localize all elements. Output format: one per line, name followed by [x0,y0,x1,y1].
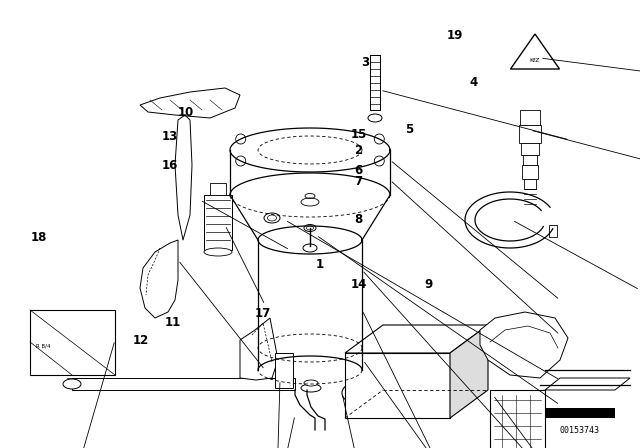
Text: 14: 14 [350,278,367,291]
Bar [210,183,226,195]
Text: 9: 9 [425,278,433,291]
Bar [524,179,536,189]
Text: 18: 18 [30,231,47,244]
Bar [204,195,232,250]
Bar [30,310,115,375]
Text: 12: 12 [132,334,149,347]
Text: 00153743: 00153743 [560,426,600,435]
Polygon shape [240,318,278,380]
Text: 11: 11 [164,316,181,329]
Ellipse shape [301,384,321,392]
Text: KfZ: KfZ [530,57,540,63]
Text: 17: 17 [254,307,271,320]
Text: 8: 8 [355,213,362,226]
Text: 15: 15 [350,128,367,141]
Ellipse shape [304,224,316,232]
Circle shape [347,390,353,396]
Bar [490,390,545,448]
Bar [521,143,539,155]
Text: 5: 5 [406,123,413,137]
Polygon shape [345,325,488,353]
Polygon shape [140,240,178,318]
Text: 4: 4 [470,76,477,90]
Text: 19: 19 [446,29,463,43]
Text: 7: 7 [355,175,362,188]
Text: 1: 1 [316,258,324,271]
Bar [548,224,557,237]
Bar [523,155,537,165]
Text: 6: 6 [355,164,362,177]
Bar [522,165,538,179]
Bar [545,408,615,418]
Bar [72,378,295,390]
Ellipse shape [368,114,382,122]
Ellipse shape [304,380,318,386]
Polygon shape [140,88,240,118]
Polygon shape [545,378,630,390]
Text: R B/4: R B/4 [36,343,51,348]
Text: 16: 16 [161,159,178,172]
Text: 13: 13 [161,130,178,143]
Bar [520,110,540,125]
Ellipse shape [303,244,317,252]
Text: 2: 2 [355,143,362,157]
Polygon shape [450,325,488,418]
Text: 3: 3 [361,56,369,69]
Polygon shape [480,312,568,378]
Text: 10: 10 [177,105,194,119]
Ellipse shape [204,248,232,256]
Bar [519,125,541,143]
Ellipse shape [63,379,81,389]
Polygon shape [511,34,559,69]
Bar [275,353,293,388]
Bar [345,353,450,418]
Circle shape [342,385,358,401]
Ellipse shape [264,213,280,223]
